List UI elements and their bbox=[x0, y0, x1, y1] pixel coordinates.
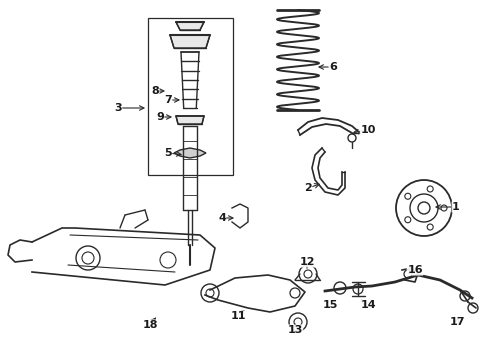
Text: 10: 10 bbox=[360, 125, 376, 135]
Polygon shape bbox=[176, 22, 204, 30]
Bar bbox=[148, 18, 233, 175]
Text: 2: 2 bbox=[304, 183, 312, 193]
Polygon shape bbox=[170, 35, 210, 48]
Text: 11: 11 bbox=[230, 311, 246, 321]
Text: 15: 15 bbox=[322, 300, 338, 310]
Text: 4: 4 bbox=[218, 213, 226, 223]
Text: 6: 6 bbox=[329, 62, 337, 72]
Text: 3: 3 bbox=[114, 103, 122, 113]
Text: 8: 8 bbox=[151, 86, 159, 96]
Text: 1: 1 bbox=[452, 202, 460, 212]
Text: 5: 5 bbox=[164, 148, 172, 158]
Text: 9: 9 bbox=[156, 112, 164, 122]
Text: 13: 13 bbox=[287, 325, 303, 335]
Text: 16: 16 bbox=[407, 265, 423, 275]
Text: 17: 17 bbox=[449, 317, 465, 327]
Polygon shape bbox=[174, 148, 206, 158]
Text: 12: 12 bbox=[299, 257, 315, 267]
Text: 7: 7 bbox=[164, 95, 172, 105]
Text: 14: 14 bbox=[360, 300, 376, 310]
Polygon shape bbox=[176, 116, 204, 124]
Text: 18: 18 bbox=[142, 320, 158, 330]
